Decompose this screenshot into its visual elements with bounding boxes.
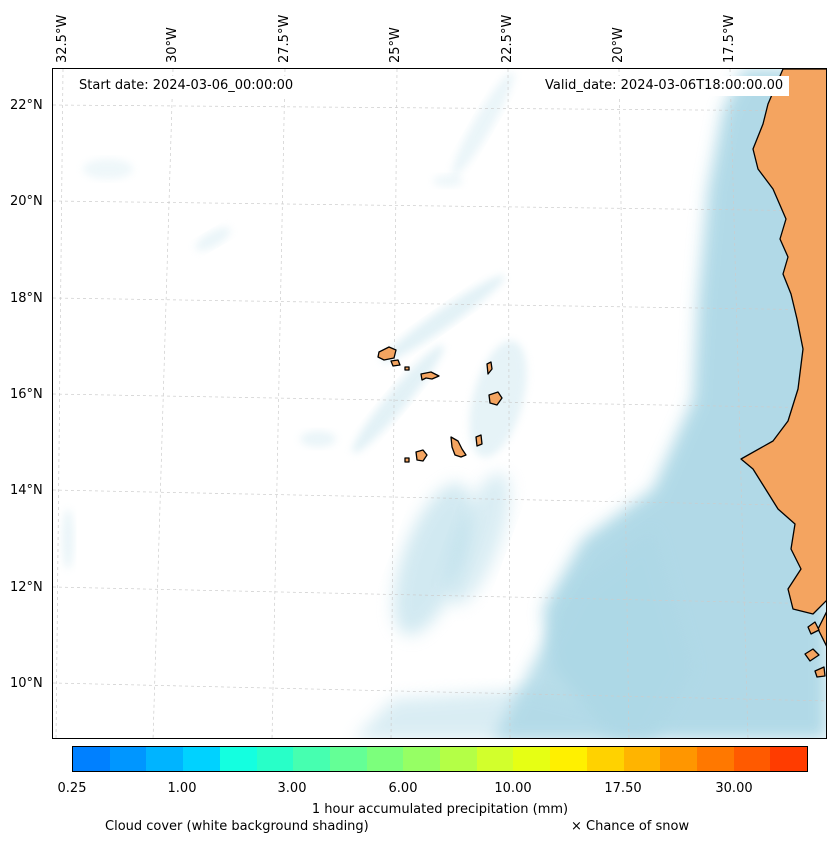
colorbar-tick-label: 3.00 <box>277 781 307 796</box>
lat-tick-label: 10°N <box>10 676 43 691</box>
island-santa-luzia <box>404 366 410 371</box>
island-santiago <box>450 436 467 458</box>
meridian-line <box>152 69 174 738</box>
cloud-streak <box>446 472 510 606</box>
colorbar-segment <box>109 747 147 771</box>
parallel-line <box>53 104 826 112</box>
colorbar-segment <box>73 747 110 771</box>
lon-tick-label: 20°W <box>611 27 626 63</box>
lat-tick-label: 18°N <box>10 291 43 306</box>
island-santo-antao <box>377 346 397 361</box>
cloud-band-southeast <box>494 529 693 738</box>
lat-tick-label: 14°N <box>10 483 43 498</box>
snow-chance-note: × Chance of snow <box>571 819 690 834</box>
cloud-streak <box>433 175 463 187</box>
colorbar-tick-label: 6.00 <box>388 781 418 796</box>
african-mainland <box>740 69 826 615</box>
land-layer <box>377 69 826 678</box>
island-sao-nicolau <box>420 371 440 381</box>
cloud-streak <box>83 159 133 179</box>
colorbar-segment <box>403 747 441 771</box>
meridian-line <box>729 69 749 738</box>
colorbar-segment <box>623 747 661 771</box>
lon-tick-label: 27.5°W <box>277 14 292 63</box>
colorbar-segment <box>329 747 367 771</box>
island-fogo <box>415 449 428 462</box>
colorbar-title: 1 hour accumulated precipitation (mm) <box>311 802 569 817</box>
colorbar-segment <box>586 747 624 771</box>
cloud-streak <box>452 71 514 177</box>
bissagos-island <box>804 648 820 662</box>
island-maio <box>475 434 483 447</box>
lon-tick-label: 22.5°W <box>500 14 515 63</box>
island-brava <box>404 457 410 463</box>
colorbar-segment <box>696 747 734 771</box>
meridian-line <box>390 69 398 738</box>
cloud-band-south <box>354 689 613 738</box>
bissagos-island <box>814 666 826 678</box>
map-svg <box>53 69 826 738</box>
meridian-line <box>507 69 511 738</box>
lon-tick-label: 25°W <box>388 27 403 63</box>
cloud-streak <box>195 227 231 251</box>
start-date-label: Start date: 2024-03-06_00:00:00 <box>73 76 300 96</box>
island-boa-vista <box>488 391 503 406</box>
colorbar-segment <box>256 747 294 771</box>
colorbar-tick-label: 10.00 <box>494 781 532 796</box>
cloud-streak <box>352 344 444 454</box>
colorbar-segment <box>219 747 257 771</box>
cloud-cover-note: Cloud cover (white background shading) <box>105 819 369 834</box>
colorbar-segment <box>550 747 587 771</box>
colorbar-tick-label: 0.25 <box>57 781 87 796</box>
cloud-streak <box>381 275 505 363</box>
map-panel[interactable] <box>52 68 827 739</box>
lat-tick-label: 12°N <box>10 580 43 595</box>
colorbar-segment <box>513 747 551 771</box>
meridian-line <box>271 69 286 738</box>
colorbar-segment <box>770 747 808 771</box>
colorbar-tick-label: 17.50 <box>604 781 642 796</box>
lon-tick-label: 30°W <box>165 27 180 63</box>
colorbar-tick-label: 1.00 <box>167 781 197 796</box>
cloud-cover-layer <box>62 69 826 738</box>
meridian-line <box>55 69 64 738</box>
colorbar-segment <box>440 747 477 771</box>
colorbar-segment <box>366 747 404 771</box>
colorbar-segment <box>183 747 220 771</box>
colorbar-segment <box>476 747 514 771</box>
lon-tick-label: 32.5°W <box>55 14 70 63</box>
meridian-line <box>618 69 630 738</box>
lon-tick-label: 17.5°W <box>722 14 737 63</box>
colorbar-segment <box>733 747 771 771</box>
colorbar-segment <box>146 747 184 771</box>
lat-tick-label: 20°N <box>10 194 43 209</box>
cloud-streak <box>300 431 336 447</box>
island-sao-vicente <box>390 359 401 367</box>
lat-tick-label: 22°N <box>10 98 43 113</box>
colorbar-tick-label: 30.00 <box>715 781 753 796</box>
colorbar-segment <box>660 747 697 771</box>
gridlines <box>53 69 826 738</box>
island-sal <box>486 361 493 375</box>
cloud-streak <box>393 483 473 635</box>
precipitation-colorbar <box>72 746 808 772</box>
lat-tick-label: 16°N <box>10 387 43 402</box>
cloud-streak <box>62 509 74 569</box>
colorbar-segment <box>293 747 330 771</box>
guinea-coast <box>817 611 826 647</box>
valid-date-label: Valid_date: 2024-03-06T18:00:00.00 <box>539 76 790 96</box>
bissagos-island <box>807 621 820 635</box>
